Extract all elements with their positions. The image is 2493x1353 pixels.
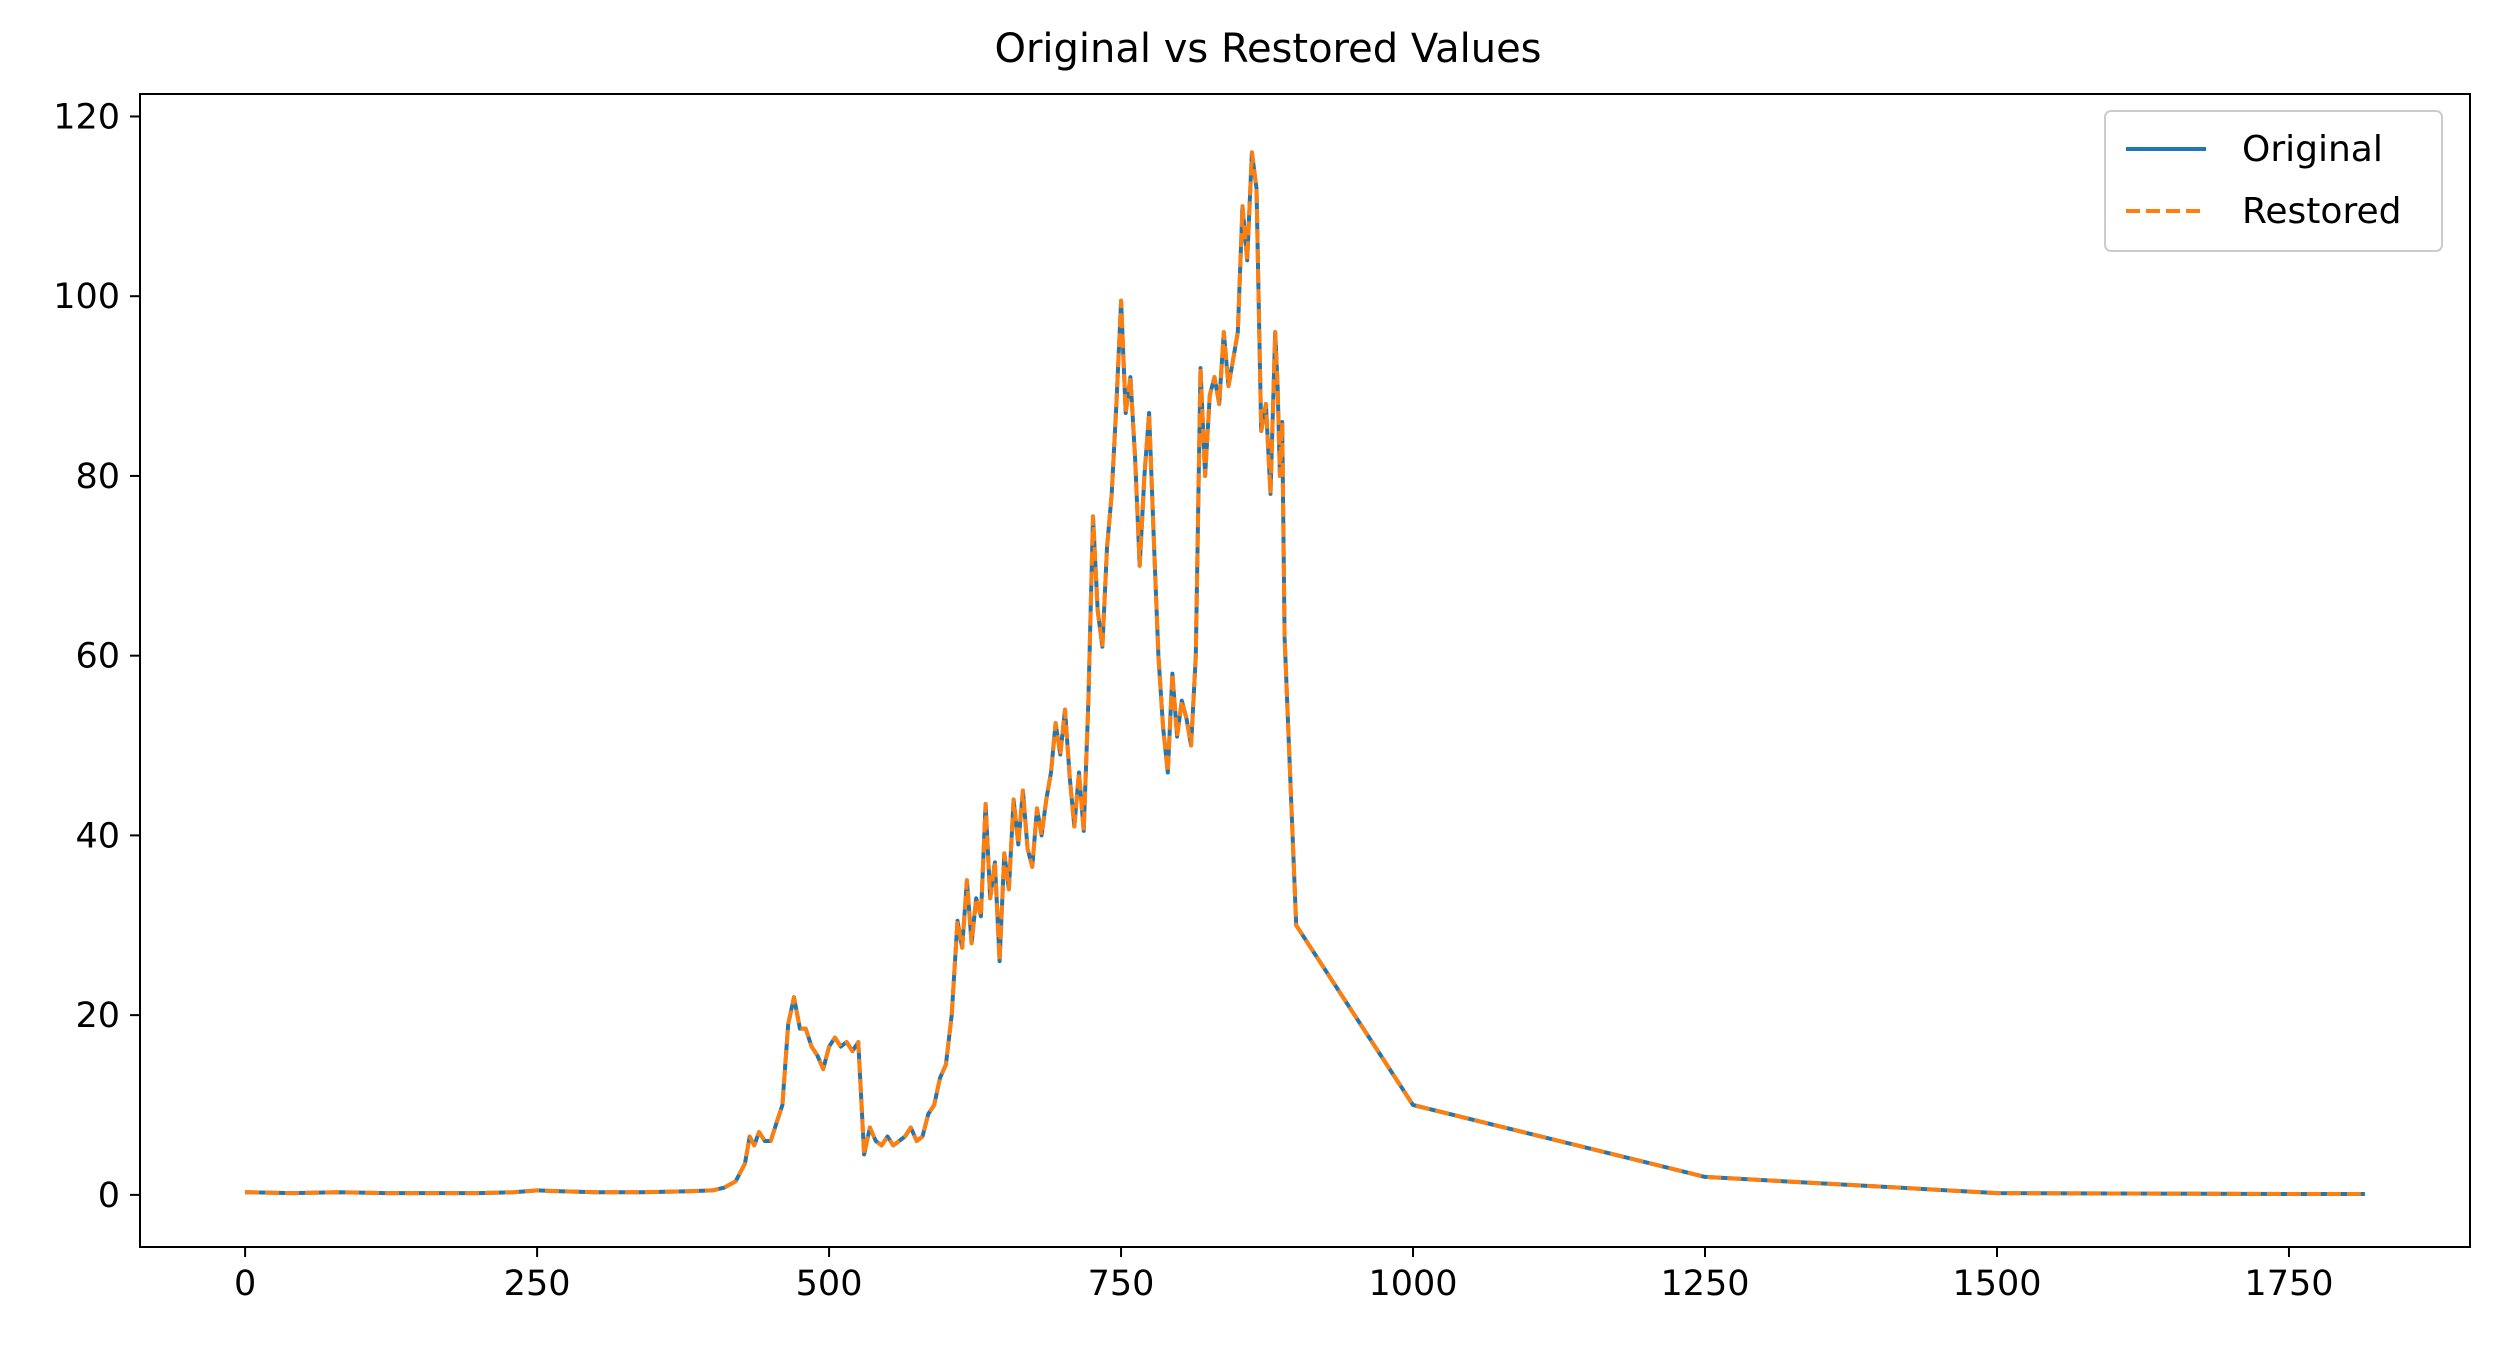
x-tick-label: 1000 [1368,1264,1457,1304]
y-tick-label: 0 [98,1176,120,1216]
y-tick-label: 120 [53,97,120,137]
plot-area [245,150,2365,1196]
y-tick-label: 100 [53,277,120,317]
x-tick-label: 500 [796,1264,863,1304]
legend-label-original: Original [2242,129,2383,170]
x-tick-label: 0 [234,1264,256,1304]
chart-title: Original vs Restored Values [994,26,1541,72]
series-line-restored [245,150,2365,1196]
legend-label-restored: Restored [2242,191,2401,232]
series-line-original [245,150,2365,1196]
x-tick-label: 1250 [1660,1264,1749,1304]
x-tick-label: 750 [1088,1264,1155,1304]
y-tick-label: 80 [75,457,120,497]
y-tick-label: 20 [75,996,120,1036]
x-tick-label: 1750 [2244,1264,2333,1304]
y-tick-label: 60 [75,637,120,677]
legend: Original Restored [2104,110,2443,252]
x-tick-label: 1500 [1952,1264,2041,1304]
x-tick-label: 250 [504,1264,571,1304]
legend-box [2104,110,2443,252]
axes-frame [139,93,2471,1248]
y-tick-label: 40 [75,816,120,856]
axes: 0 250 500 750 1000 1250 1500 1750 0 20 40 60 80 100 12… [53,93,2471,1304]
